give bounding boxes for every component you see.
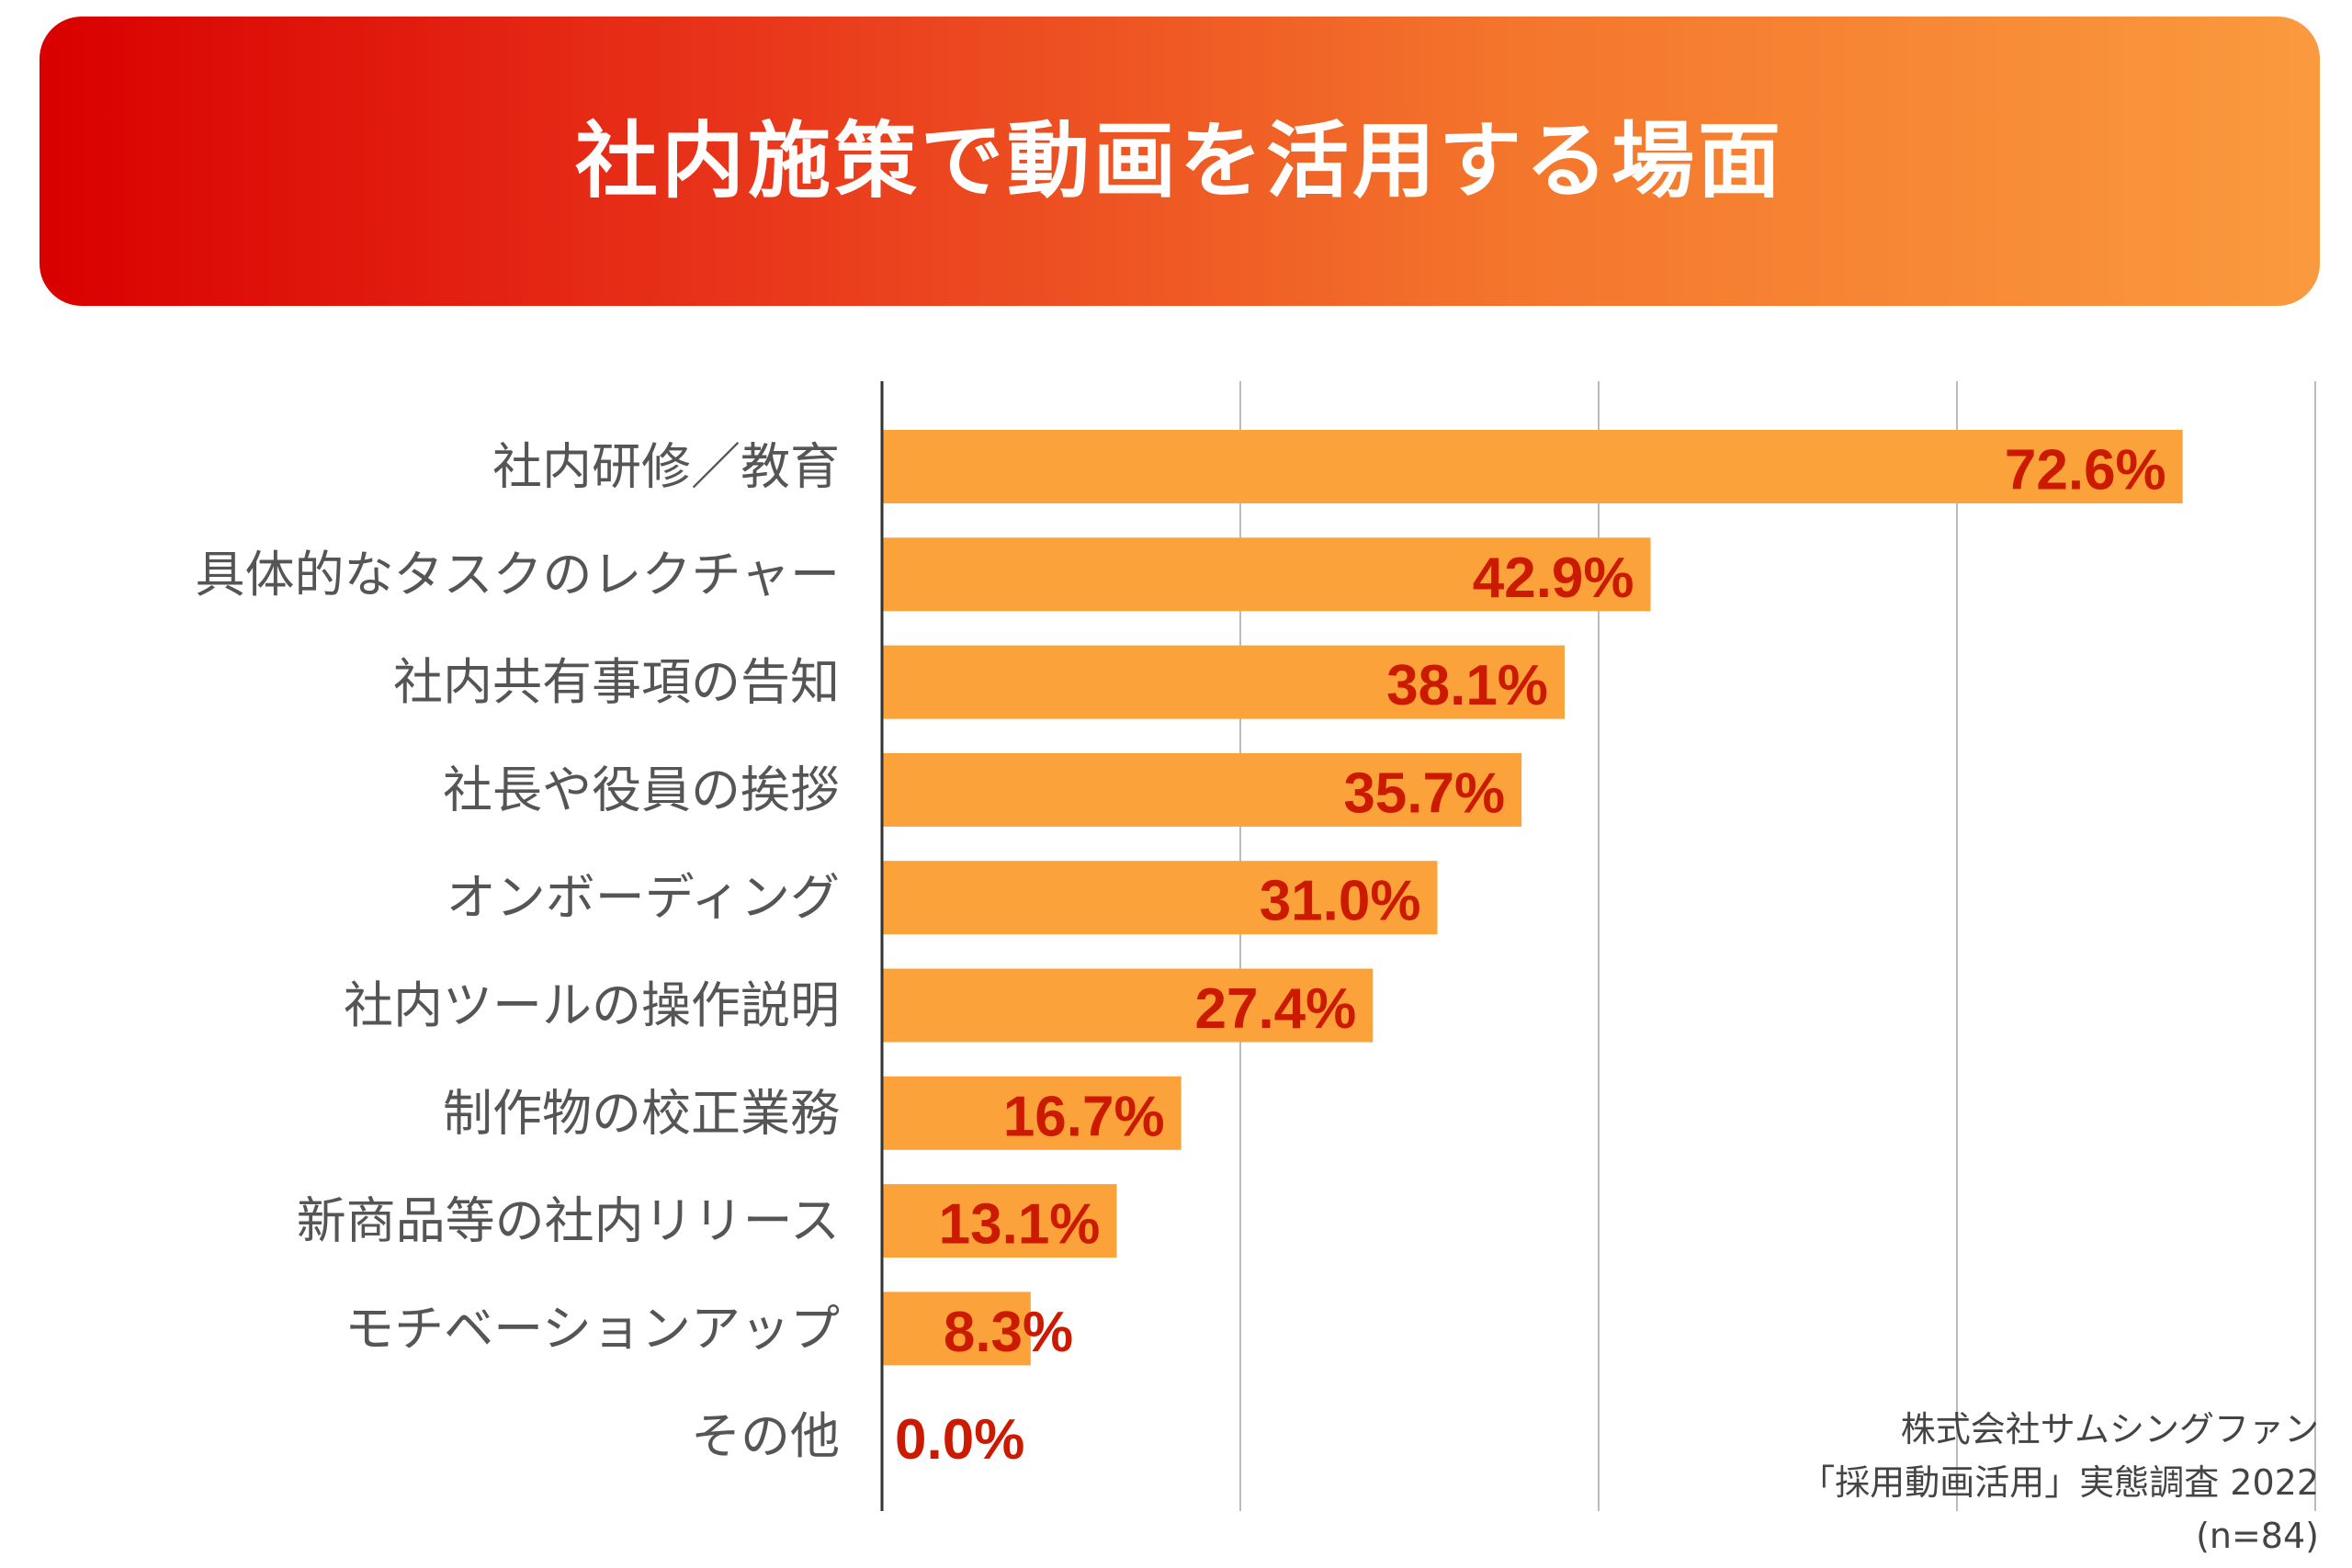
category-label: オンボーディング (447, 869, 840, 927)
value-label: 38.1% (1386, 654, 1548, 717)
category-label: その他 (691, 1407, 840, 1465)
value-label: 8.3% (944, 1301, 1073, 1364)
bar (882, 1076, 1182, 1150)
title-banner: 社内施策で動画を活用する場面 (40, 17, 2320, 306)
value-label: 0.0% (895, 1408, 1024, 1472)
category-label: 新商品等の社内リリース (297, 1192, 840, 1250)
category-label: 制作物の校正業務 (443, 1084, 840, 1142)
bar (882, 537, 1651, 612)
source-sample-size: (n=84) (2196, 1516, 2319, 1556)
value-label: 27.4% (1194, 977, 1356, 1041)
bar (882, 645, 1565, 719)
source-note: 株式会社サムシングファン 「採用動画活用」実態調査 2022 (n=84) (1800, 1403, 2319, 1562)
source-company: 株式会社サムシングファン (1900, 1409, 2319, 1450)
value-label: 42.9% (1473, 547, 1634, 610)
source-survey: 「採用動画活用」実態調査 2022 (1800, 1462, 2319, 1503)
category-label: 社内ツールの操作説明 (344, 976, 840, 1034)
category-label: 具体的なタスクのレクチャー (196, 546, 840, 604)
category-label: 社内共有事項の告知 (393, 653, 840, 711)
value-label: 31.0% (1260, 870, 1421, 933)
value-label: 13.1% (939, 1193, 1101, 1257)
bar (882, 752, 1522, 827)
value-label: 72.6% (2005, 439, 2166, 502)
category-label: モチベーションアップ (345, 1300, 840, 1358)
category-label: 社内研修／教育 (492, 438, 840, 496)
bar (882, 861, 1438, 935)
category-label: 社長や役員の挨拶 (443, 761, 840, 818)
value-label: 16.7% (1003, 1085, 1165, 1148)
bar (882, 1184, 1117, 1258)
value-label: 35.7% (1343, 761, 1505, 825)
chart-title: 社内施策で動画を活用する場面 (575, 113, 1784, 209)
bar (882, 430, 2183, 503)
bar (882, 968, 1374, 1043)
bar (882, 1292, 1031, 1366)
